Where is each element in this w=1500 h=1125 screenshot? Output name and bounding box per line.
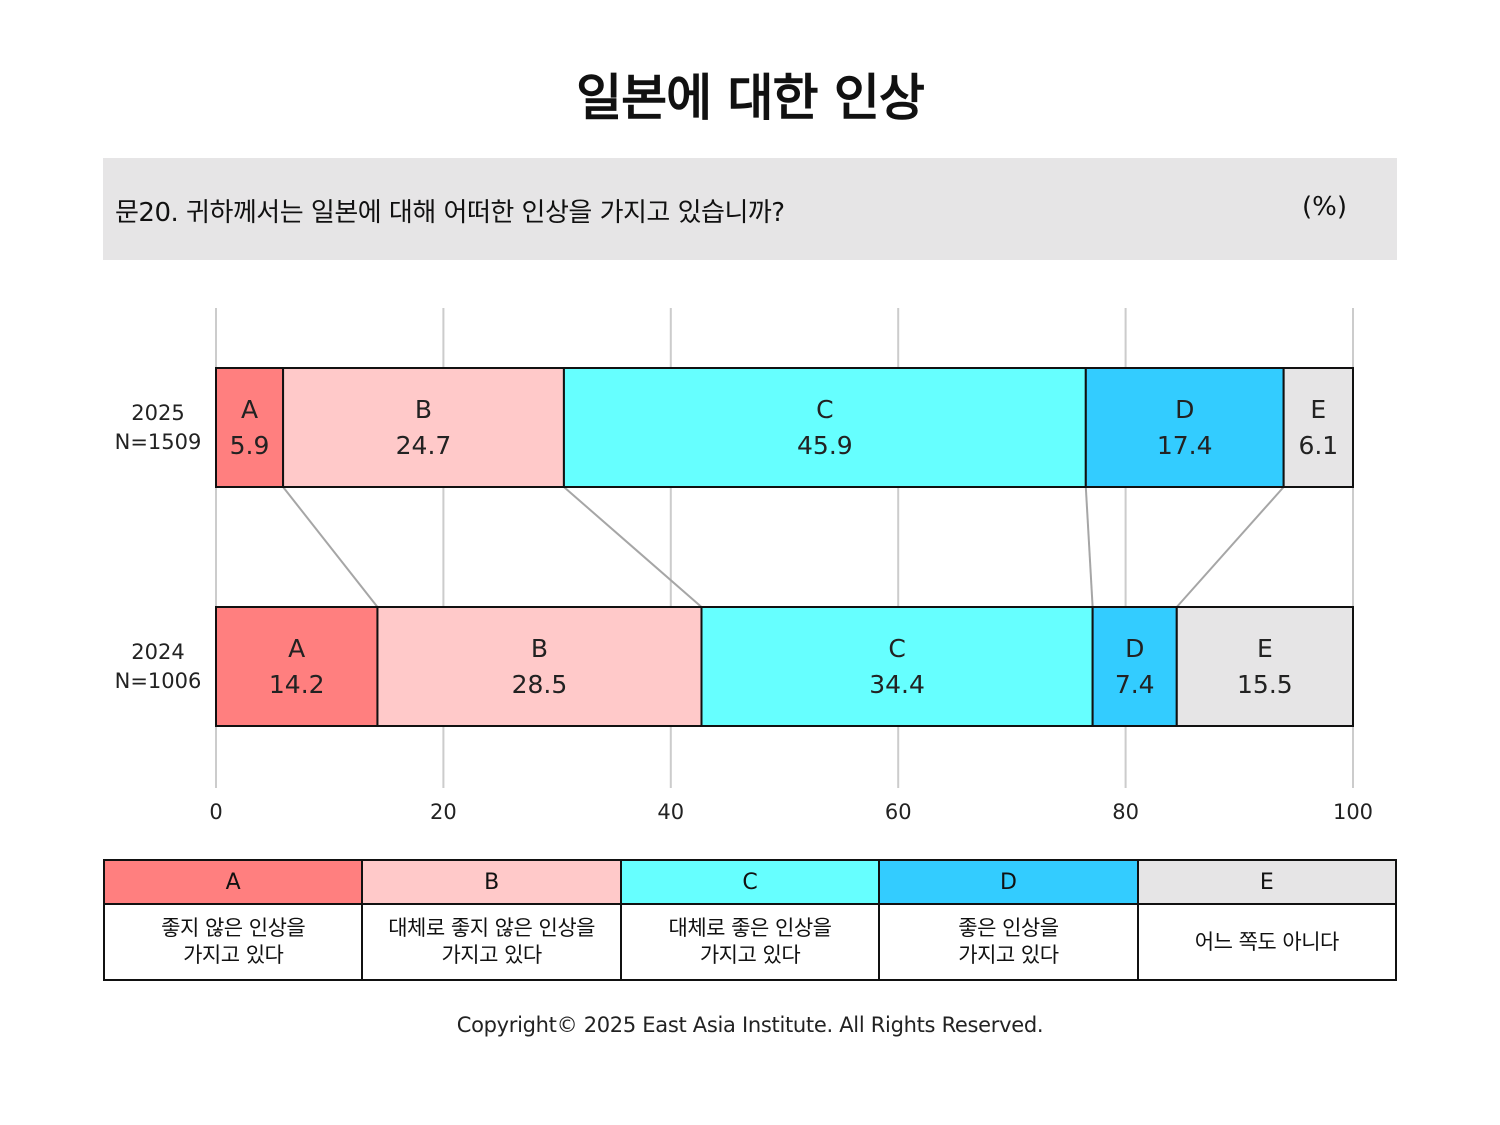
row-label-n: N=1509 bbox=[115, 430, 202, 454]
segment-value-label: 45.9 bbox=[797, 431, 853, 460]
legend-key-e: E bbox=[1138, 861, 1396, 905]
segment-value-label: 34.4 bbox=[869, 670, 925, 699]
bar-2025-a bbox=[215, 367, 285, 488]
question-banner: 문20. 귀하께서는 일본에 대해 어떠한 인상을 가지고 있습니까? (%) bbox=[103, 158, 1397, 260]
segment-value-label: 5.9 bbox=[230, 431, 270, 460]
segment-key-label: C bbox=[888, 634, 905, 663]
segment-key-label: A bbox=[288, 634, 305, 663]
legend-col-d: D 좋은 인상을 가지고 있다 bbox=[880, 861, 1139, 979]
legend-desc-a: 좋지 않은 인상을 가지고 있다 bbox=[161, 916, 306, 967]
legend-key-a: A bbox=[105, 861, 362, 905]
bar-2024-d bbox=[1091, 606, 1178, 727]
segment-key-label: E bbox=[1257, 634, 1273, 663]
x-tick-label-60: 60 bbox=[885, 800, 912, 824]
legend-desc-c: 대체로 좋은 인상을 가지고 있다 bbox=[668, 916, 832, 967]
bar-2024-e bbox=[1175, 606, 1355, 727]
segment-key-label: D bbox=[1175, 395, 1194, 424]
question-text: 문20. 귀하께서는 일본에 대해 어떠한 인상을 가지고 있습니까? bbox=[115, 198, 785, 228]
bar-2025-d bbox=[1084, 367, 1285, 488]
segment-key-label: B bbox=[415, 395, 432, 424]
segment-value-label: 15.5 bbox=[1237, 670, 1293, 699]
unit-label: (%) bbox=[1302, 192, 1347, 222]
legend-table: A 좋지 않은 인상을 가지고 있다 B 대체로 좋지 않은 인상을 가지고 있… bbox=[103, 859, 1397, 981]
bar-2025-b bbox=[282, 367, 565, 488]
segment-value-label: 24.7 bbox=[396, 431, 452, 460]
legend-key-d: D bbox=[880, 861, 1137, 905]
x-tick-label-0: 0 bbox=[209, 800, 222, 824]
legend-key-c: C bbox=[621, 861, 879, 905]
segment-key-label: A bbox=[241, 395, 258, 424]
bar-2025-c bbox=[562, 367, 1087, 488]
legend-col-a: A 좋지 않은 인상을 가지고 있다 bbox=[105, 861, 364, 979]
bar-2025-e bbox=[1282, 367, 1354, 488]
legend-col-e: E 어느 쪽도 아니다 bbox=[1138, 861, 1396, 979]
x-tick-label-80: 80 bbox=[1112, 800, 1139, 824]
legend-desc-d: 좋은 인상을 가지고 있다 bbox=[958, 916, 1059, 967]
legend-col-b: B 대체로 좋지 않은 인상을 가지고 있다 bbox=[363, 861, 622, 979]
stacked-bar-chart: 0 20 40 60 80 100 A 5.9 B 24.7 C 45.9 D 17.4 E 6.1 2025 N… bbox=[115, 308, 1373, 824]
segment-value-label: 17.4 bbox=[1157, 431, 1213, 460]
segment-value-label: 14.2 bbox=[269, 670, 325, 699]
legend-col-c: C 대체로 좋은 인상을 가지고 있다 bbox=[621, 861, 881, 979]
connector-line bbox=[1084, 486, 1094, 608]
segment-key-label: D bbox=[1125, 634, 1144, 663]
bar-2024-c bbox=[700, 606, 1094, 727]
x-tick-label-100: 100 bbox=[1333, 800, 1373, 824]
x-tick-label-20: 20 bbox=[430, 800, 457, 824]
x-tick-label-40: 40 bbox=[657, 800, 684, 824]
segment-key-label: B bbox=[531, 634, 548, 663]
copyright-notice: Copyright© 2025 East Asia Institute. All… bbox=[456, 1013, 1044, 1037]
connector-line bbox=[282, 486, 379, 608]
legend-desc-e: 어느 쪽도 아니다 bbox=[1194, 929, 1340, 954]
legend-key-b: B bbox=[363, 861, 620, 905]
legend-desc-b: 대체로 좋지 않은 인상을 가지고 있다 bbox=[388, 916, 595, 967]
row-label-n: N=1006 bbox=[115, 669, 202, 693]
bar-2024-a bbox=[215, 606, 379, 727]
connector-line bbox=[563, 486, 703, 608]
row-label-year: 2025 bbox=[131, 401, 184, 425]
segment-value-label: 28.5 bbox=[512, 670, 568, 699]
row-label-year: 2024 bbox=[131, 640, 184, 664]
chart-title: 일본에 대한 인상 bbox=[576, 69, 925, 127]
segment-value-label: 7.4 bbox=[1115, 670, 1155, 699]
bar-2024-b bbox=[376, 606, 703, 727]
connector-line bbox=[1176, 486, 1285, 608]
segment-value-label: 6.1 bbox=[1298, 431, 1338, 460]
segment-key-label: E bbox=[1310, 395, 1326, 424]
segment-key-label: C bbox=[816, 395, 833, 424]
